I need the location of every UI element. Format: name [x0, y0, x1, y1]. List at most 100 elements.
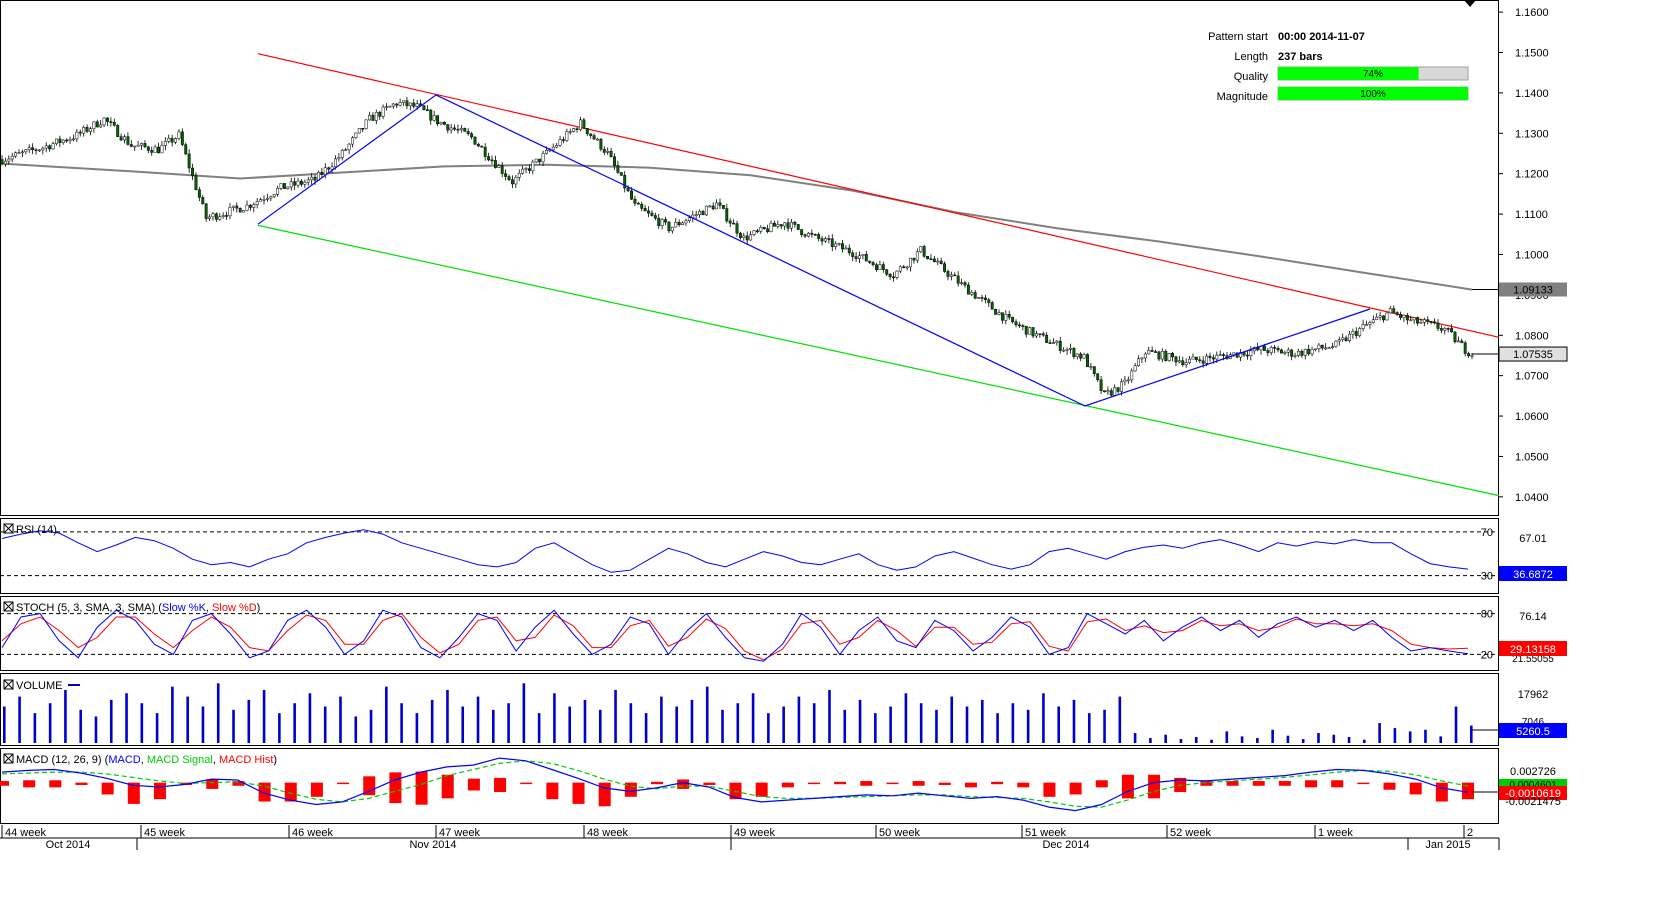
week-label: 48 week	[587, 827, 628, 839]
candle-body	[470, 133, 474, 138]
candle-body	[1327, 347, 1331, 349]
volume-bar	[125, 693, 128, 743]
volume-bar	[492, 709, 495, 743]
candle-body	[1038, 333, 1042, 335]
candle-body	[915, 251, 919, 261]
volume-bar	[1439, 736, 1443, 743]
candle-body	[1467, 353, 1471, 357]
candle-body	[449, 127, 453, 131]
candle-body	[932, 258, 936, 262]
volume-bar	[1393, 728, 1397, 743]
candle-body	[1171, 353, 1175, 358]
candle-body	[65, 139, 69, 142]
macd-hist-bar	[153, 782, 166, 800]
macd-title-part: MACD	[108, 754, 140, 766]
candle-body	[3, 160, 7, 165]
candle-body	[218, 216, 222, 220]
candle-body	[354, 132, 358, 138]
candle-body	[507, 176, 511, 180]
macd-title-part: ,	[141, 754, 147, 766]
volume-bar	[1118, 696, 1122, 743]
macd-hist-bar	[75, 782, 88, 785]
price-tick-label: 1.0700	[1515, 371, 1549, 383]
candle-body	[1106, 390, 1110, 393]
candle-body	[575, 128, 579, 130]
candle-body	[320, 171, 324, 175]
candle-body	[211, 213, 215, 218]
candle-body	[446, 124, 450, 131]
stoch-value: 29.13158	[1510, 644, 1556, 656]
candle-body	[259, 199, 263, 202]
volume-bar	[981, 699, 984, 743]
candle-body	[163, 141, 167, 146]
stoch-d-line	[1, 613, 1469, 661]
candle-body	[824, 238, 827, 242]
rsi-level-label: 30	[1481, 571, 1493, 583]
candle-body	[1120, 381, 1123, 392]
candle-body	[596, 138, 599, 141]
price-tick-label: 1.1100	[1515, 209, 1548, 221]
candle-body	[1436, 322, 1440, 329]
candle-body	[544, 149, 548, 154]
macd-hist-bar	[1095, 780, 1108, 788]
candle-body	[225, 215, 229, 217]
volume-bar	[675, 706, 678, 743]
candle-body	[555, 145, 559, 148]
candle-body	[616, 165, 620, 173]
price-panel: 1.1600 1.1500 1.1400 1.1300 1.1200 1.1100 1.10…	[0, 7, 1568, 504]
candle-body	[1103, 390, 1106, 393]
candle-body	[1052, 342, 1055, 344]
candle-body	[157, 146, 160, 154]
macd-axis-label-bottom: -0.0021475	[1505, 796, 1561, 808]
volume-bar	[553, 693, 556, 743]
candle-body	[650, 212, 654, 216]
candle-body	[1395, 312, 1399, 315]
candle-body	[187, 153, 191, 169]
candle-body	[1031, 327, 1035, 337]
candle-body	[1126, 379, 1130, 382]
candle-body	[7, 158, 11, 162]
magnitude-bar-fill	[1278, 87, 1468, 100]
last-price-label: 1.07535	[1513, 349, 1553, 361]
candle-body	[800, 229, 804, 235]
candle-body	[789, 221, 793, 229]
candle-body	[851, 252, 855, 257]
candle-body	[929, 258, 933, 261]
candle-body	[1181, 360, 1185, 366]
candle-body	[1232, 352, 1236, 355]
candle-body	[483, 146, 487, 157]
macd-hist-bar	[781, 782, 794, 788]
candle-body	[956, 275, 960, 284]
candle-body	[905, 266, 909, 269]
volume-bar	[1424, 729, 1427, 743]
rsi-checkbox-mark	[3, 523, 14, 534]
candle-body	[1113, 387, 1117, 396]
volume-bar	[1194, 737, 1198, 743]
candle-body	[868, 260, 872, 263]
macd-hist-bar	[467, 778, 480, 791]
candle-body	[432, 115, 436, 121]
candle-body	[599, 138, 603, 150]
pattern-info-box: Pattern start 00:00 2014-11-07 Length 23…	[1208, 31, 1469, 103]
month-label: Nov 2014	[409, 839, 456, 851]
magnitude-value: 100%	[1360, 89, 1386, 100]
candle-body	[99, 124, 103, 128]
volume-bar	[721, 709, 724, 743]
price-tick-label: 1.0600	[1515, 411, 1549, 423]
candle-body	[245, 204, 249, 211]
candle-body	[1290, 349, 1294, 357]
candle-body	[786, 222, 790, 229]
volume-bar	[278, 713, 281, 743]
candle-body	[990, 302, 994, 310]
volume-bar	[507, 703, 510, 743]
candle-body	[1123, 379, 1127, 383]
volume-bar	[889, 706, 892, 743]
ma-label-box	[1499, 282, 1567, 297]
candle-body	[755, 230, 759, 233]
volume-checkbox-mark	[3, 679, 14, 690]
candle-body	[293, 181, 297, 186]
candle-body	[653, 215, 657, 219]
candle-body	[425, 109, 429, 112]
volume-bar	[644, 713, 648, 743]
dropdown-arrow-icon[interactable]	[1464, 0, 1476, 7]
